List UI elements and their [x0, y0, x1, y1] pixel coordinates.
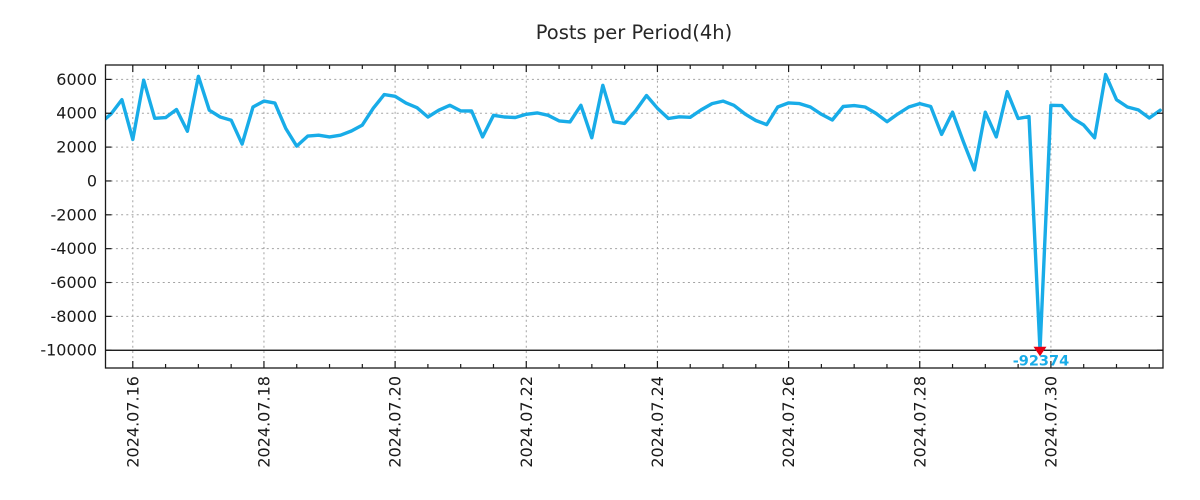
annotation-layer: -92374 — [1013, 346, 1069, 370]
min-value-marker-icon — [1033, 346, 1047, 357]
series-layer — [105, 72, 1162, 352]
grid-layer — [105, 65, 1163, 368]
x-tick-label: 2024.07.24 — [648, 376, 667, 468]
x-tick-label: 2024.07.16 — [123, 376, 142, 468]
plot-border — [104, 64, 1164, 369]
y-tick-label: 6000 — [56, 70, 97, 89]
x-tick-label: 2024.07.20 — [386, 376, 405, 468]
y-tick-label: -2000 — [51, 205, 98, 224]
x-tick-label: 2024.07.22 — [517, 376, 536, 468]
y-tick-label: -4000 — [51, 239, 98, 258]
y-tick-label: 0 — [87, 171, 97, 190]
x-tick-label: 2024.07.18 — [254, 376, 273, 468]
chart-title: Posts per Period(4h) — [536, 21, 733, 44]
x-tick-label: 2024.07.28 — [910, 376, 929, 468]
y-tick-label: -6000 — [51, 273, 98, 292]
y-tick-label: -8000 — [51, 307, 98, 326]
x-tick-label: 2024.07.30 — [1041, 376, 1060, 468]
y-tick-label: 4000 — [56, 104, 97, 123]
posts-series-line — [105, 72, 1162, 352]
x-tick-label: 2024.07.26 — [779, 376, 798, 468]
y-tick-label: 2000 — [56, 138, 97, 157]
y-tick-label: -10000 — [40, 341, 97, 360]
axis-layer: 6000 4000 2000 0 -2000 -4000 -6000 -8000 -10000 2… — [40, 64, 1164, 468]
min-value-label: -92374 — [1013, 354, 1069, 370]
